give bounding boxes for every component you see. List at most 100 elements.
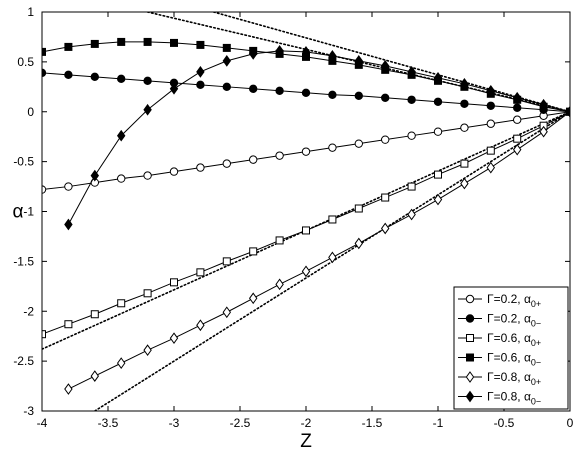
- data-point: [407, 65, 416, 78]
- data-point: [513, 115, 522, 124]
- data-point: [486, 119, 495, 128]
- y-axis-label: α: [13, 202, 24, 223]
- legend-entry: Γ=0.6, α0+: [458, 331, 541, 348]
- tick-group: -4 -3.5 -3 -2.5 -2 -1.5 -1 -0.5 0 -3 -2.5 -2 -1.5 -1 -…: [13, 5, 573, 430]
- data-point: [486, 84, 496, 97]
- legend-marker: [465, 294, 475, 304]
- data-point: [248, 292, 258, 305]
- y-tick-label: -2.5: [13, 354, 34, 368]
- data-point: [275, 86, 284, 96]
- data-point: [196, 163, 205, 172]
- legend-label: Γ=0.2, α0−: [487, 312, 541, 329]
- legend-label: Γ=0.2, α0+: [487, 292, 541, 309]
- y-tick-label: 0: [27, 105, 34, 119]
- legend-subscript: 0+: [531, 338, 541, 348]
- legend-label: Γ=0.6, α0+: [487, 331, 541, 348]
- data-point: [116, 357, 126, 369]
- data-point: [143, 103, 152, 116]
- series-line: [67, 50, 570, 225]
- data-point: [90, 310, 99, 319]
- legend-subscript: 0−: [531, 319, 541, 329]
- data-point: [275, 236, 284, 245]
- data-point: [222, 43, 231, 52]
- data-point: [301, 147, 311, 156]
- data-point: [407, 182, 416, 191]
- data-point: [460, 123, 469, 132]
- data-point: [90, 39, 99, 48]
- data-point: [407, 131, 416, 140]
- data-point: [143, 76, 152, 86]
- series-3: [42, 107, 570, 339]
- data-point: [539, 125, 548, 138]
- y-tick-label: -2: [23, 304, 34, 318]
- data-point: [539, 98, 548, 111]
- data-point: [90, 169, 100, 182]
- data-point: [117, 37, 126, 46]
- data-point: [407, 208, 416, 221]
- data-point: [328, 251, 337, 264]
- legend-marker: [466, 334, 474, 342]
- legend-marker: [465, 314, 475, 323]
- data-point: [116, 129, 126, 142]
- data-point: [169, 332, 179, 345]
- data-point: [117, 299, 126, 308]
- x-tick-label: -1.5: [362, 416, 383, 430]
- data-point: [460, 99, 469, 108]
- data-point: [513, 134, 522, 143]
- data-point: [117, 74, 126, 84]
- x-tick-label: -3: [169, 416, 180, 430]
- data-point: [354, 139, 363, 148]
- data-point: [143, 289, 152, 298]
- data-point: [433, 193, 443, 206]
- data-point: [196, 40, 205, 49]
- legend-entry: Γ=0.8, α0+: [458, 370, 541, 387]
- data-point: [143, 37, 152, 46]
- y-tick-label: -3: [23, 404, 34, 418]
- data-point: [42, 68, 47, 78]
- data-point: [434, 170, 442, 179]
- legend-subscript: 0+: [531, 377, 541, 387]
- data-point: [328, 143, 337, 152]
- data-point: [64, 320, 73, 329]
- data-point: [486, 101, 495, 110]
- y-tick-label: 0.5: [17, 55, 34, 69]
- data-point: [380, 222, 390, 235]
- data-point: [460, 77, 469, 90]
- legend-subscript: 0−: [531, 358, 541, 368]
- data-point: [222, 257, 231, 266]
- legend-entry: Γ=0.2, α0+: [458, 292, 541, 309]
- data-point: [513, 103, 522, 112]
- y-tick-label: 1: [27, 5, 34, 19]
- x-tick-label: -0.5: [494, 416, 515, 430]
- reference-line: [212, 12, 570, 113]
- data-point: [380, 60, 390, 72]
- data-point: [64, 42, 73, 51]
- data-point: [302, 226, 310, 235]
- x-tick-label: -4: [37, 416, 48, 430]
- data-point: [433, 127, 443, 136]
- data-point: [354, 55, 364, 67]
- legend-subscript: 0−: [531, 397, 541, 407]
- data-point: [407, 95, 416, 104]
- data-point: [169, 167, 179, 176]
- data-point: [222, 82, 232, 92]
- data-point: [170, 38, 178, 47]
- legend-marker: [465, 390, 475, 403]
- legend: Γ=0.2, α0+ Γ=0.2, α0− Γ=0.6, α0+ Γ=0.6, α0−…: [453, 286, 569, 410]
- data-point: [42, 330, 46, 339]
- data-point: [486, 146, 495, 155]
- data-point: [301, 88, 311, 97]
- data-point: [354, 204, 363, 213]
- x-tick-label: -1: [433, 416, 444, 430]
- data-point: [169, 82, 179, 95]
- data-point: [249, 247, 258, 256]
- series-line: [68, 111, 570, 390]
- data-point: [275, 45, 284, 57]
- y-tick-label: -1.5: [13, 254, 34, 268]
- data-point: [354, 237, 364, 250]
- data-point: [301, 46, 311, 58]
- data-point: [117, 174, 126, 183]
- data-point: [196, 268, 205, 277]
- series-group: [42, 37, 570, 395]
- data-point: [433, 71, 443, 84]
